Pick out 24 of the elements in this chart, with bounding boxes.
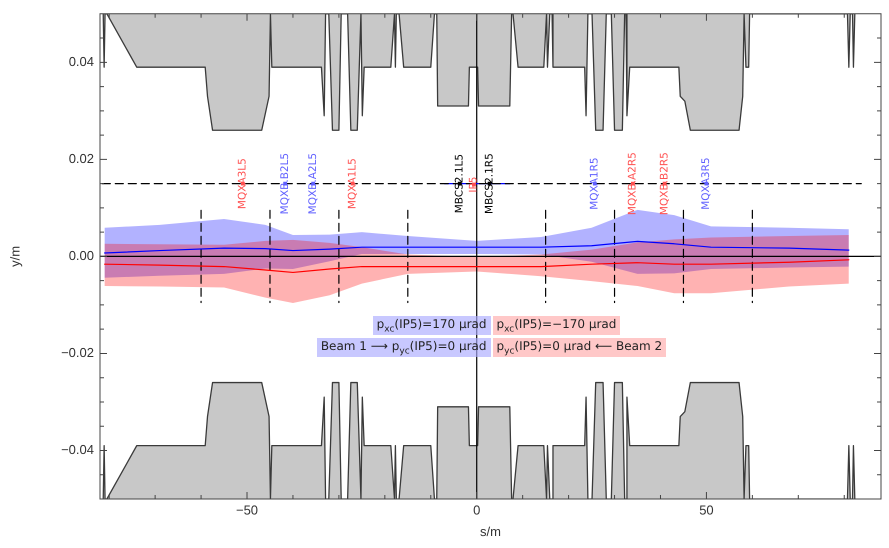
annotation: p$_{xc}$(IP5)=−170 μrad (492, 316, 620, 336)
annotation: Beam 1 ⟶ p$_{yc}$(IP5)=0 μrad (316, 338, 490, 358)
data-label: MBCS2.1L5 (453, 154, 466, 214)
data-label: MQXB.A2L5 (306, 152, 319, 214)
data-label: MBCS2.1R5 (483, 153, 496, 214)
x-tick-label: 50 (699, 502, 714, 518)
data-label: MQXA1L5 (346, 158, 358, 210)
y-tick-label: 0.04 (68, 54, 94, 69)
data-label: MQXB.B2R5 (658, 152, 670, 216)
y-tick-label: −0.04 (61, 442, 94, 458)
data-label: MQXA3L5 (236, 158, 249, 210)
y-tick-label: 0.00 (68, 248, 94, 263)
x-axis-title: s/m (480, 524, 501, 539)
x-tick-label: −50 (236, 502, 258, 518)
data-label: MQXB.A2R5 (626, 152, 639, 216)
data-label: MQXA1R5 (588, 157, 601, 210)
annotation: p$_{yc}$(IP5)=0 μrad ⟵ Beam 2 (492, 338, 666, 358)
data-label: MQXA3R5 (700, 157, 712, 210)
x-tick-label: 0 (473, 502, 480, 518)
y-tick-label: 0.02 (68, 150, 94, 166)
data-label: MQXB.B2L5 (278, 152, 291, 214)
y-axis-title: y/m (7, 246, 22, 267)
y-tick-label: −0.02 (61, 345, 94, 360)
annotation: p$_{xc}$(IP5)=170 μrad (372, 316, 490, 336)
